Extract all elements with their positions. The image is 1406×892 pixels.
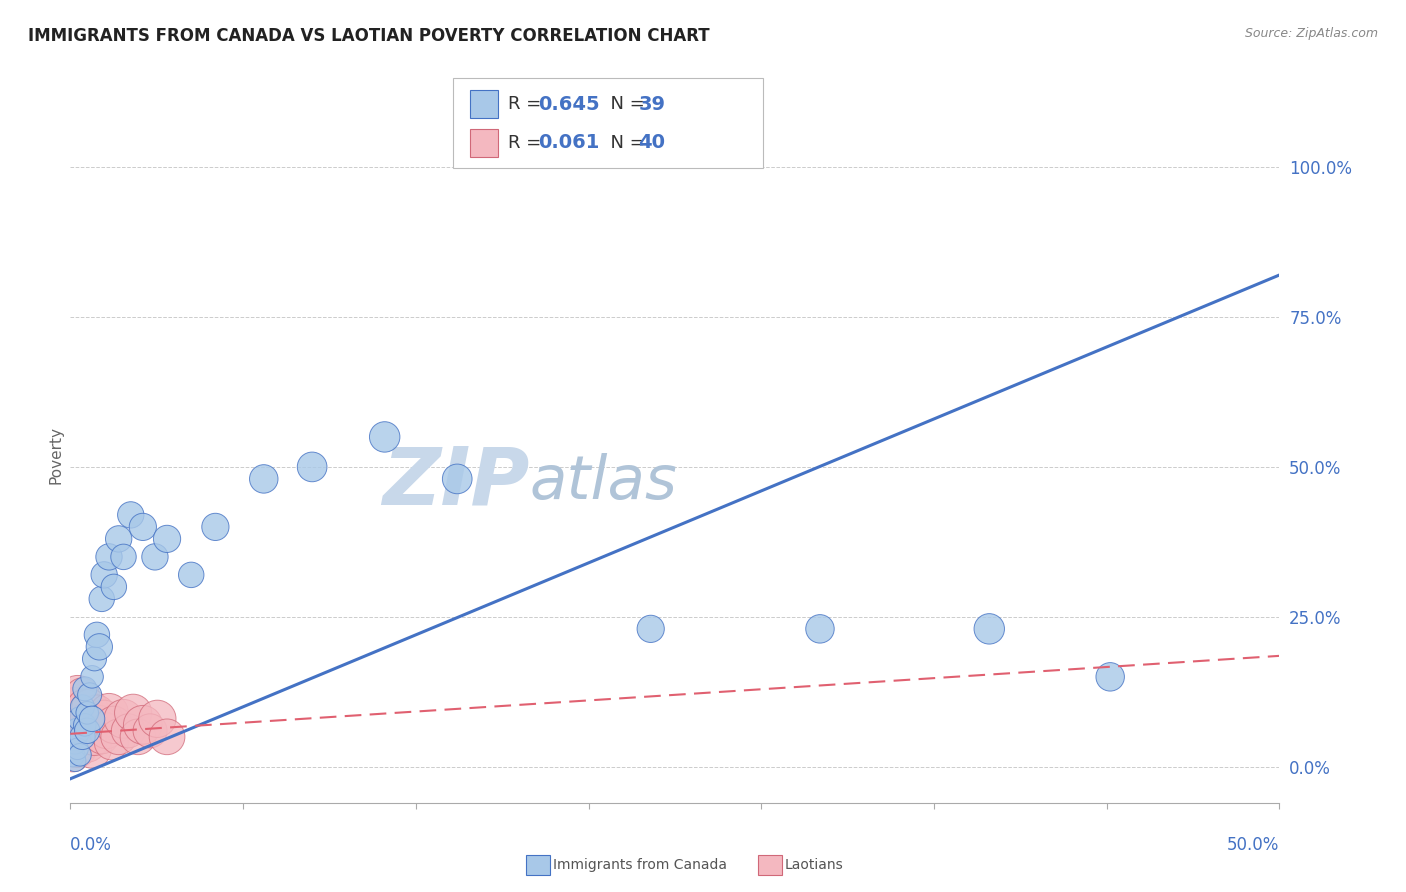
Point [96, 723, 118, 738]
Text: N =: N = [599, 134, 651, 152]
Text: atlas: atlas [530, 453, 678, 512]
Point [103, 718, 125, 732]
Point [63, 736, 86, 750]
Point [63, 699, 86, 714]
Point [112, 712, 135, 726]
Point [808, 622, 831, 636]
Point [120, 508, 142, 522]
Point [66, 723, 89, 738]
Point [89, 718, 111, 732]
Point [90, 591, 112, 606]
Point [66, 741, 89, 756]
Point [80, 741, 103, 756]
Point [69, 706, 91, 720]
Point [374, 430, 396, 444]
Point [90, 730, 112, 744]
Text: 0.0%: 0.0% [70, 836, 112, 854]
Point [62, 712, 84, 726]
Text: Laotians: Laotians [785, 858, 844, 872]
Text: 39: 39 [638, 95, 665, 113]
Point [73, 699, 96, 714]
Point [73, 723, 96, 738]
Point [86, 706, 108, 720]
Point [180, 567, 202, 582]
Point [83, 730, 105, 744]
Point [72, 718, 94, 732]
Point [76, 736, 98, 750]
Text: ZIP: ZIP [382, 443, 530, 522]
Point [69, 712, 91, 726]
Point [62, 747, 84, 762]
Point [76, 723, 98, 738]
Text: R =: R = [508, 134, 547, 152]
Point [132, 520, 155, 534]
Point [446, 472, 468, 486]
Point [93, 712, 115, 726]
Point [63, 736, 86, 750]
Point [76, 706, 98, 720]
Point [72, 736, 94, 750]
Point [73, 681, 96, 696]
Y-axis label: Poverty: Poverty [48, 425, 63, 484]
Point [72, 688, 94, 702]
Point [63, 754, 86, 768]
Text: 40: 40 [638, 134, 665, 153]
Point [63, 723, 86, 738]
Point [72, 730, 94, 744]
Point [79, 723, 101, 738]
Point [80, 712, 103, 726]
Point [156, 730, 179, 744]
Point [72, 699, 94, 714]
Point [83, 652, 105, 666]
Point [98, 706, 121, 720]
Point [80, 670, 103, 684]
Point [79, 699, 101, 714]
Point [66, 688, 89, 702]
Point [253, 472, 276, 486]
Point [69, 747, 91, 762]
Point [204, 520, 226, 534]
Point [979, 622, 1001, 636]
Point [93, 567, 115, 582]
Text: 0.061: 0.061 [538, 134, 600, 153]
Point [62, 730, 84, 744]
Point [301, 459, 323, 474]
Text: IMMIGRANTS FROM CANADA VS LAOTIAN POVERTY CORRELATION CHART: IMMIGRANTS FROM CANADA VS LAOTIAN POVERT… [28, 27, 710, 45]
Text: R =: R = [508, 95, 547, 113]
Point [100, 736, 122, 750]
Point [66, 712, 89, 726]
Point [103, 580, 125, 594]
Text: Source: ZipAtlas.com: Source: ZipAtlas.com [1244, 27, 1378, 40]
Point [122, 706, 145, 720]
Point [127, 730, 149, 744]
Point [143, 549, 166, 564]
Text: Immigrants from Canada: Immigrants from Canada [553, 858, 727, 872]
Point [62, 747, 84, 762]
Point [139, 723, 162, 738]
Point [1099, 670, 1122, 684]
Point [156, 532, 179, 546]
Point [69, 730, 91, 744]
Point [89, 640, 111, 654]
Text: 0.645: 0.645 [538, 95, 600, 113]
Point [66, 741, 89, 756]
Point [107, 532, 129, 546]
Point [73, 718, 96, 732]
Point [76, 712, 98, 726]
Text: 50.0%: 50.0% [1227, 836, 1279, 854]
Point [98, 549, 121, 564]
Point [640, 622, 662, 636]
Point [80, 718, 103, 732]
Point [117, 723, 139, 738]
Text: N =: N = [599, 95, 651, 113]
Point [107, 730, 129, 744]
Point [132, 718, 155, 732]
Point [86, 628, 108, 642]
Point [146, 712, 169, 726]
Point [79, 688, 101, 702]
Point [112, 549, 135, 564]
